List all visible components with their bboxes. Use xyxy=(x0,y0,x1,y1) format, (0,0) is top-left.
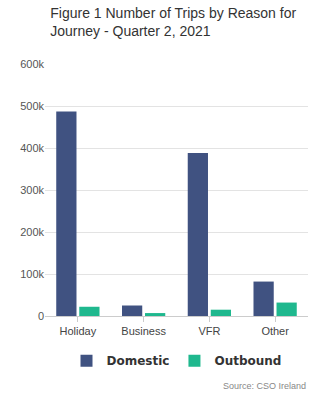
svg-text:100k: 100k xyxy=(20,268,44,280)
svg-text:Domestic: Domestic xyxy=(107,354,170,368)
svg-text:Outbound: Outbound xyxy=(214,354,281,368)
svg-text:200k: 200k xyxy=(20,226,44,238)
svg-text:Business: Business xyxy=(121,325,166,337)
svg-text:Holiday: Holiday xyxy=(60,325,97,337)
svg-text:300k: 300k xyxy=(20,184,44,196)
svg-text:600k: 600k xyxy=(20,58,44,70)
svg-text:VFR: VFR xyxy=(198,325,220,337)
svg-text:500k: 500k xyxy=(20,100,44,112)
svg-text:Source: CSO Ireland: Source: CSO Ireland xyxy=(223,381,306,391)
svg-text:400k: 400k xyxy=(20,142,44,154)
svg-text:Figure 1 Number of Trips by Re: Figure 1 Number of Trips by Reason forJo… xyxy=(50,5,296,39)
svg-text:0: 0 xyxy=(38,310,44,322)
svg-text:Other: Other xyxy=(261,325,289,337)
